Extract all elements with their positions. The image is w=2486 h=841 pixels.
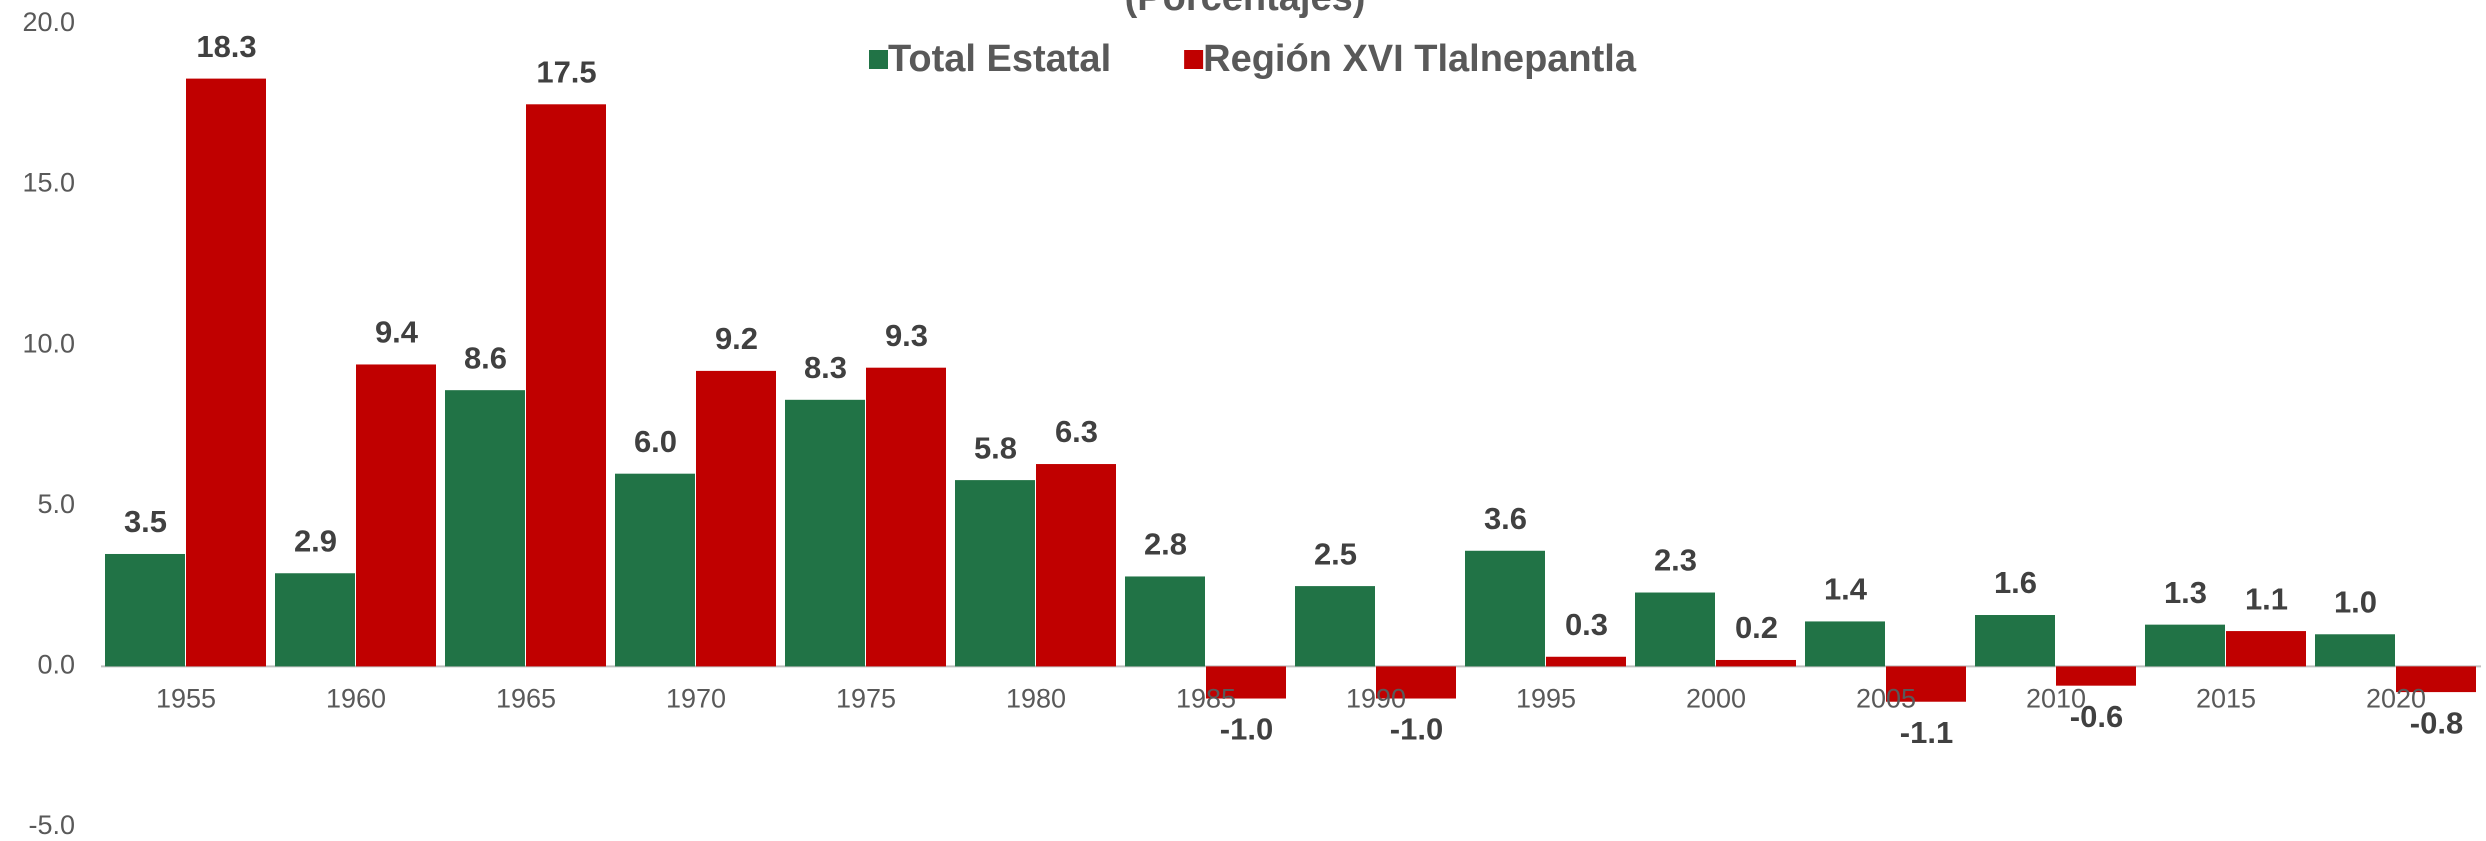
bar <box>785 399 865 667</box>
data-label: 0.3 <box>1565 607 1608 642</box>
data-label: -0.6 <box>2070 699 2123 734</box>
x-tick-label: 2020 <box>2366 684 2426 714</box>
legend-swatch <box>1184 50 1204 69</box>
bar <box>1295 586 1375 667</box>
x-tick-label: 1965 <box>496 684 556 714</box>
x-tick-label: 1975 <box>836 684 896 714</box>
y-tick-label: 0.0 <box>37 650 75 680</box>
legend-label: Total Estatal <box>888 38 1111 80</box>
x-tick-label: 1955 <box>156 684 216 714</box>
data-label: 3.5 <box>124 504 167 539</box>
data-label: -1.0 <box>1220 712 1273 747</box>
data-label: 9.2 <box>715 321 758 356</box>
x-tick-label: 1980 <box>1006 684 1066 714</box>
bar <box>356 364 436 667</box>
x-tick-label: 2015 <box>2196 684 2256 714</box>
bar <box>1376 666 1456 699</box>
data-label: 6.0 <box>634 424 677 459</box>
data-label: 2.8 <box>1144 527 1187 562</box>
x-tick-label: 2000 <box>1686 684 1746 714</box>
data-label: 1.0 <box>2334 584 2377 619</box>
data-label: 6.3 <box>1055 414 1098 449</box>
x-tick-label: 1970 <box>666 684 726 714</box>
data-label: 1.3 <box>2164 575 2207 610</box>
data-label: 8.6 <box>464 340 507 375</box>
data-label: 3.6 <box>1484 501 1527 536</box>
legend-label: Región XVI Tlalnepantla <box>1203 38 1637 80</box>
y-tick-label: 20.0 <box>22 7 75 37</box>
bar <box>275 573 355 667</box>
data-label: 17.5 <box>536 54 596 89</box>
chart-subtitle: (Porcentajes) <box>1125 0 1366 19</box>
y-tick-label: 10.0 <box>22 328 75 358</box>
bar <box>1546 656 1626 667</box>
data-label: -0.8 <box>2410 705 2463 740</box>
x-tick-label: 1990 <box>1346 684 1406 714</box>
data-label: 2.3 <box>1654 543 1697 578</box>
y-tick-label: -5.0 <box>28 810 75 840</box>
data-label: -1.1 <box>1900 715 1953 750</box>
y-tick-label: 5.0 <box>37 489 75 519</box>
data-label: 0.2 <box>1735 610 1778 645</box>
bar <box>2145 624 2225 667</box>
bar <box>526 104 606 667</box>
bar <box>1465 550 1545 667</box>
x-tick-label: 1995 <box>1516 684 1576 714</box>
x-tick-label: 2005 <box>1856 684 1916 714</box>
y-tick-label: 15.0 <box>22 168 75 198</box>
bar <box>1716 659 1796 667</box>
data-label: 9.4 <box>375 315 419 350</box>
bar <box>105 553 185 667</box>
data-label: -1.0 <box>1390 712 1443 747</box>
data-label: 1.6 <box>1994 565 2037 600</box>
bar <box>2226 631 2306 667</box>
bar <box>2315 634 2395 667</box>
bar <box>866 367 946 667</box>
bar <box>696 370 776 667</box>
legend-swatch <box>869 50 888 69</box>
data-label: 18.3 <box>196 29 256 64</box>
data-label: 9.3 <box>885 318 928 353</box>
bar <box>2396 666 2476 693</box>
x-tick-label: 2010 <box>2026 684 2086 714</box>
bar <box>615 473 695 667</box>
bar <box>1206 666 1286 699</box>
data-label: 1.4 <box>1824 572 1868 607</box>
bar <box>1886 666 1966 702</box>
data-label: 5.8 <box>974 430 1017 465</box>
data-label: 1.1 <box>2245 581 2288 616</box>
bar <box>1975 615 2055 667</box>
bar <box>1635 592 1715 667</box>
bar <box>445 390 525 667</box>
bar <box>1805 621 1885 667</box>
bar <box>1036 464 1116 667</box>
data-label: 2.9 <box>294 523 337 558</box>
bar <box>955 480 1035 667</box>
bar <box>186 78 266 667</box>
data-label: 8.3 <box>804 350 847 385</box>
x-tick-label: 1985 <box>1176 684 1236 714</box>
data-label: 2.5 <box>1314 536 1357 571</box>
bar <box>2056 666 2136 686</box>
bar <box>1125 576 1205 667</box>
x-tick-label: 1960 <box>326 684 386 714</box>
